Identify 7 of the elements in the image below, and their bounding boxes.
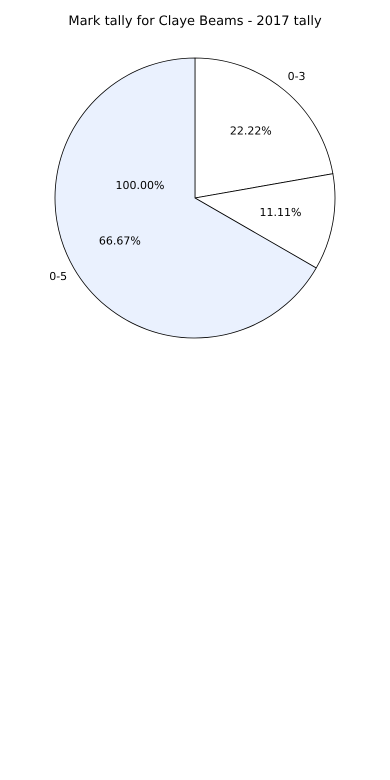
slice-label: 0-5 — [49, 270, 68, 284]
data-label: 11.11% — [260, 206, 302, 220]
chart-title: Mark tally for Claye Beams - 2017 tally — [68, 14, 322, 29]
text: 100.00% — [116, 179, 164, 192]
data-label: 22.22% — [230, 124, 272, 138]
data-label: 66.67% — [98, 234, 141, 248]
slice-label: 0-3 — [288, 70, 306, 83]
